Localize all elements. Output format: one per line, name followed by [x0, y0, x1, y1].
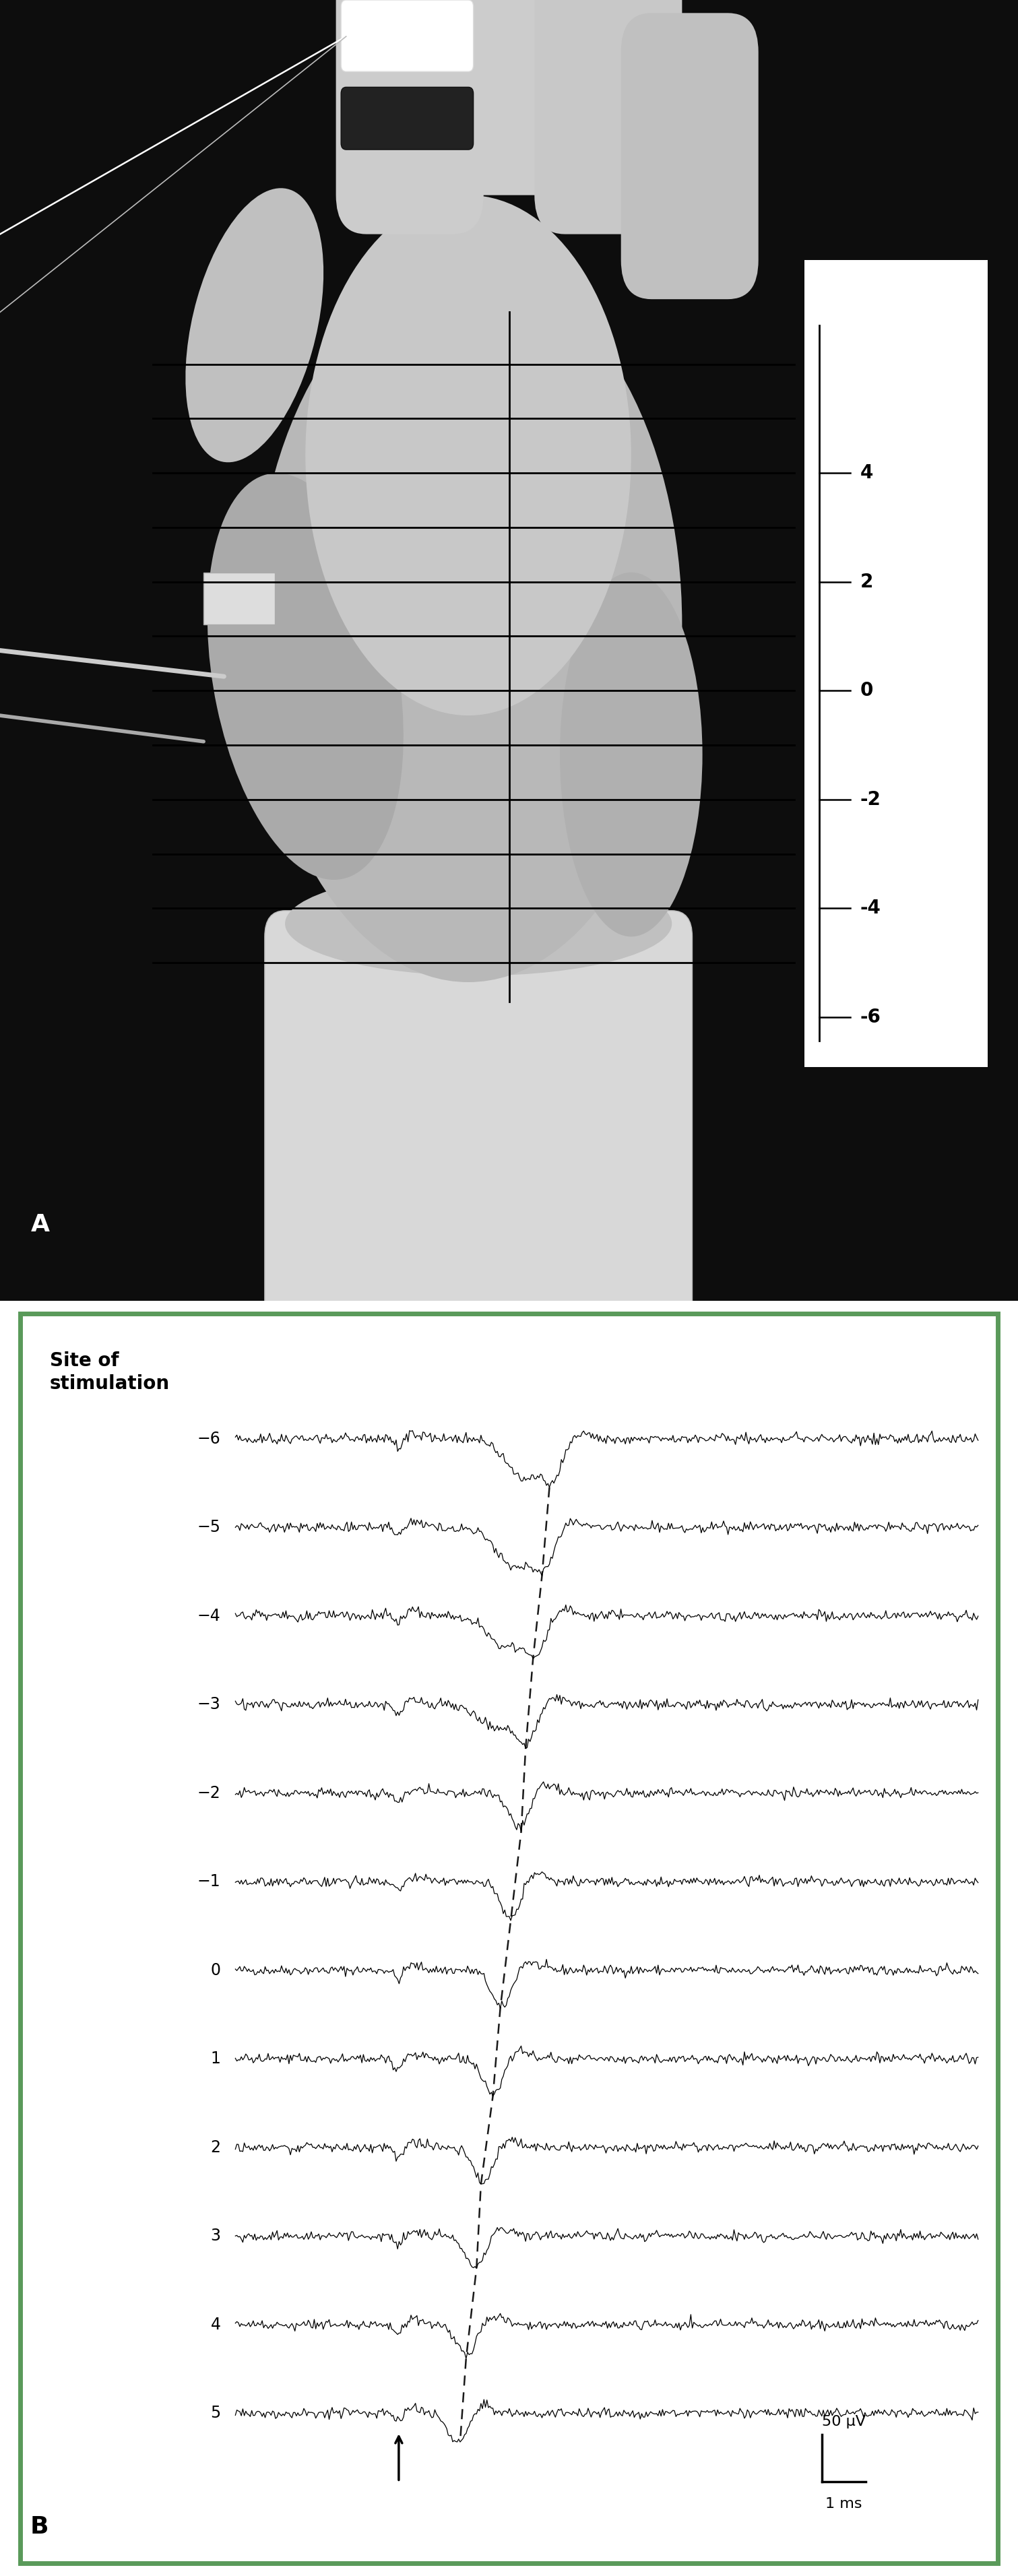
Text: 0: 0 [211, 1963, 221, 1978]
Text: 5: 5 [211, 2406, 221, 2421]
FancyBboxPatch shape [438, 0, 585, 196]
FancyBboxPatch shape [265, 912, 692, 1327]
FancyBboxPatch shape [534, 0, 682, 234]
Text: −6: −6 [197, 1430, 221, 1448]
Ellipse shape [285, 871, 672, 976]
Ellipse shape [560, 572, 702, 938]
Text: −5: −5 [197, 1520, 221, 1535]
Text: -4: -4 [860, 899, 881, 917]
Bar [804, 260, 987, 1066]
Ellipse shape [185, 188, 324, 461]
Text: 50 μV: 50 μV [822, 2414, 865, 2429]
Text: -2: -2 [860, 791, 881, 809]
Text: B: B [31, 2514, 49, 2537]
Text: 0: 0 [860, 680, 873, 701]
Text: 4: 4 [860, 464, 873, 482]
Text: 1 ms: 1 ms [826, 2496, 862, 2512]
Text: 2: 2 [211, 2138, 221, 2156]
Text: 1: 1 [211, 2050, 221, 2066]
Bar [204, 572, 275, 623]
Text: A: A [31, 1213, 50, 1236]
Ellipse shape [305, 196, 631, 716]
FancyBboxPatch shape [341, 0, 473, 72]
Text: 4: 4 [211, 2316, 221, 2334]
FancyBboxPatch shape [621, 13, 758, 299]
Text: −1: −1 [197, 1873, 221, 1891]
Text: −2: −2 [197, 1785, 221, 1801]
Text: 2: 2 [860, 572, 873, 592]
Text: Site of
stimulation: Site of stimulation [50, 1352, 170, 1394]
Ellipse shape [208, 474, 403, 881]
Text: −3: −3 [197, 1698, 221, 1713]
FancyBboxPatch shape [336, 0, 484, 234]
FancyBboxPatch shape [341, 88, 473, 149]
Text: -6: -6 [860, 1007, 881, 1025]
Ellipse shape [254, 268, 682, 981]
Text: −4: −4 [197, 1607, 221, 1623]
Text: 3: 3 [211, 2228, 221, 2244]
